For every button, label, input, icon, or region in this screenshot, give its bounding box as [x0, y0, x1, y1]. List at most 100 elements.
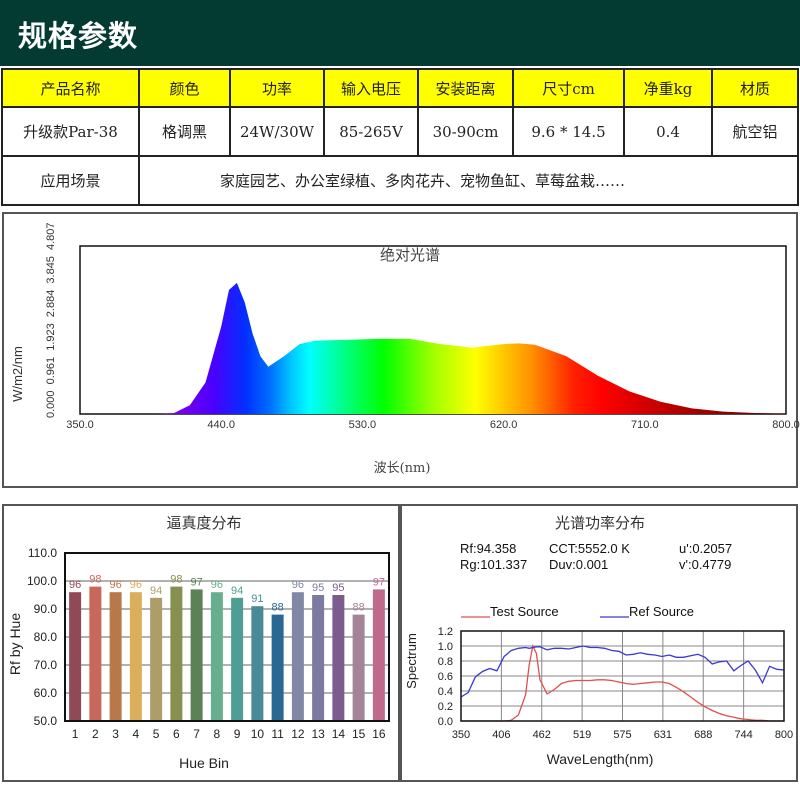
bar-value-label: 91 — [251, 593, 263, 605]
y-tick: 0.000 — [45, 390, 57, 418]
x-tick: 688 — [694, 729, 712, 741]
application-label: 应用场景 — [1, 155, 140, 206]
x-tick: 2 — [92, 727, 99, 741]
spec-value-cell: 航空铝 — [711, 106, 799, 157]
x-tick: 14 — [332, 727, 346, 741]
spec-header-cell: 输入电压 — [323, 68, 419, 108]
y-tick: 70.0 — [34, 658, 58, 672]
y-tick-labels: 50.0 60.0 70.0 80.0 90.0 100.0 110.0 — [27, 546, 57, 728]
spectral-power-chart: 光谱功率分布 Rf:94.358 Rg:101.337 CCT:5552.0 K… — [404, 514, 793, 767]
stat-u-prime: u':0.2057 — [679, 541, 732, 556]
spec-header-cell: 安装距离 — [417, 68, 514, 108]
chart-title: 逼真度分布 — [166, 514, 241, 532]
spec-table: 产品名称 颜色 功率 输入电压 安装距离 尺寸cm 净重kg 材质 升级款Par… — [1, 68, 799, 206]
spec-header-cell: 颜色 — [138, 68, 231, 108]
spec-value-cell: 24W/30W — [229, 106, 325, 157]
x-tick: 575 — [613, 729, 631, 741]
bar — [352, 614, 365, 721]
spec-value-cell: 升级款Par-38 — [1, 106, 140, 157]
x-tick-labels: 350.0 440.0 530.0 620.0 710.0 800.0 — [66, 419, 800, 431]
spec-header-cell: 产品名称 — [1, 68, 140, 108]
bar-value-label: 96 — [211, 579, 223, 591]
page-title: 规格参数 — [18, 19, 139, 53]
x-tick: 620.0 — [490, 419, 518, 431]
y-tick: 0.8 — [438, 656, 453, 668]
y-tick: 0.2 — [438, 701, 453, 713]
stat-duv: Duv:0.001 — [549, 557, 608, 572]
x-tick: 530.0 — [349, 419, 377, 431]
y-tick: 80.0 — [34, 630, 58, 644]
spectral-power-panel: 光谱功率分布 Rf:94.358 Rg:101.337 CCT:5552.0 K… — [400, 504, 798, 782]
x-axis-label: 波长(nm) — [374, 461, 431, 476]
legend-test-source: Test Source — [490, 604, 559, 619]
page-header: 规格参数 — [0, 0, 800, 66]
x-tick: 462 — [533, 729, 551, 741]
x-tick: 710.0 — [631, 419, 659, 431]
spec-value-cell: 0.4 — [623, 106, 713, 157]
bar — [251, 606, 264, 721]
x-tick: 350 — [452, 729, 470, 741]
x-tick: 15 — [352, 727, 366, 741]
bar-value-label: 94 — [150, 585, 162, 597]
x-tick: 800 — [775, 729, 793, 741]
x-tick: 10 — [251, 727, 265, 741]
y-tick: 0.6 — [438, 671, 453, 683]
bar-value-label: 97 — [373, 576, 385, 588]
spec-table-row: 升级款Par-38 格调黑 24W/30W 85-265V 30-90cm 9.… — [1, 106, 799, 157]
x-axis-label: WaveLength(nm) — [547, 751, 654, 767]
y-tick: 60.0 — [34, 686, 58, 700]
y-axis-label: Spectrum — [404, 633, 419, 689]
application-value: 家庭园艺、办公室绿植、多肉花卉、宠物鱼缸、草莓盆栽…… — [138, 155, 799, 206]
spec-table-application-row: 应用场景 家庭园艺、办公室绿植、多肉花卉、宠物鱼缸、草莓盆栽…… — [1, 155, 799, 206]
y-tick: 0.0 — [438, 716, 453, 728]
plot-frame — [460, 630, 785, 722]
y-tick: 2.884 — [45, 290, 57, 318]
x-tick: 406 — [492, 729, 510, 741]
spectrum-area — [80, 282, 786, 414]
bar — [129, 592, 142, 721]
x-tick: 13 — [311, 727, 325, 741]
spec-header-cell: 材质 — [711, 68, 799, 108]
x-tick: 1 — [72, 727, 79, 741]
y-tick: 0.961 — [45, 357, 57, 385]
y-tick: 3.845 — [45, 256, 57, 284]
x-axis-label: Hue Bin — [179, 755, 229, 771]
spec-header-cell: 净重kg — [623, 68, 713, 108]
x-tick: 8 — [214, 727, 221, 741]
bar-value-label: 96 — [130, 579, 142, 591]
bar — [150, 597, 163, 721]
y-axis-label: W/m2/nm — [10, 346, 25, 402]
x-tick: 12 — [291, 727, 305, 741]
bar — [69, 592, 82, 721]
spec-table-header-row: 产品名称 颜色 功率 输入电压 安装距离 尺寸cm 净重kg 材质 — [1, 68, 799, 108]
x-tick: 440.0 — [207, 419, 235, 431]
ref-source-line — [460, 645, 785, 698]
stat-v-prime: v':0.4779 — [679, 557, 731, 572]
x-tick: 3 — [112, 727, 119, 741]
x-tick-labels: 1 2 3 4 5 6 7 8 9 10 11 12 13 14 15 16 — [72, 727, 386, 741]
plot-frame — [64, 552, 390, 722]
x-tick: 5 — [153, 727, 160, 741]
bar-value-label: 95 — [332, 582, 344, 594]
x-tick: 7 — [193, 727, 200, 741]
bar — [190, 589, 203, 721]
y-tick: 90.0 — [34, 602, 58, 616]
spec-value-cell: 9.6 * 14.5 — [512, 106, 625, 157]
y-tick: 0.4 — [438, 686, 453, 698]
bar-value-label: 98 — [170, 574, 182, 586]
x-tick-labels: 350 406 462 519 575 631 688 744 800 — [452, 729, 793, 741]
bar — [372, 589, 385, 721]
y-tick: 100.0 — [27, 574, 57, 588]
x-tick: 6 — [173, 727, 180, 741]
bar-value-label: 95 — [312, 582, 324, 594]
absolute-spectrum-chart: 绝对光谱 350.0 440.0 530.0 620.0 710.0 800.0 0.00… — [10, 222, 800, 476]
chart-title: 绝对光谱 — [380, 246, 440, 264]
bar — [332, 595, 345, 721]
y-tick: 4.807 — [45, 222, 57, 250]
bar — [89, 586, 102, 721]
test-source-line — [461, 643, 784, 722]
y-tick-labels: 0.000 0.961 1.923 2.884 3.845 4.807 — [45, 222, 57, 418]
y-tick: 110.0 — [28, 546, 57, 560]
grid-lines — [460, 630, 785, 722]
